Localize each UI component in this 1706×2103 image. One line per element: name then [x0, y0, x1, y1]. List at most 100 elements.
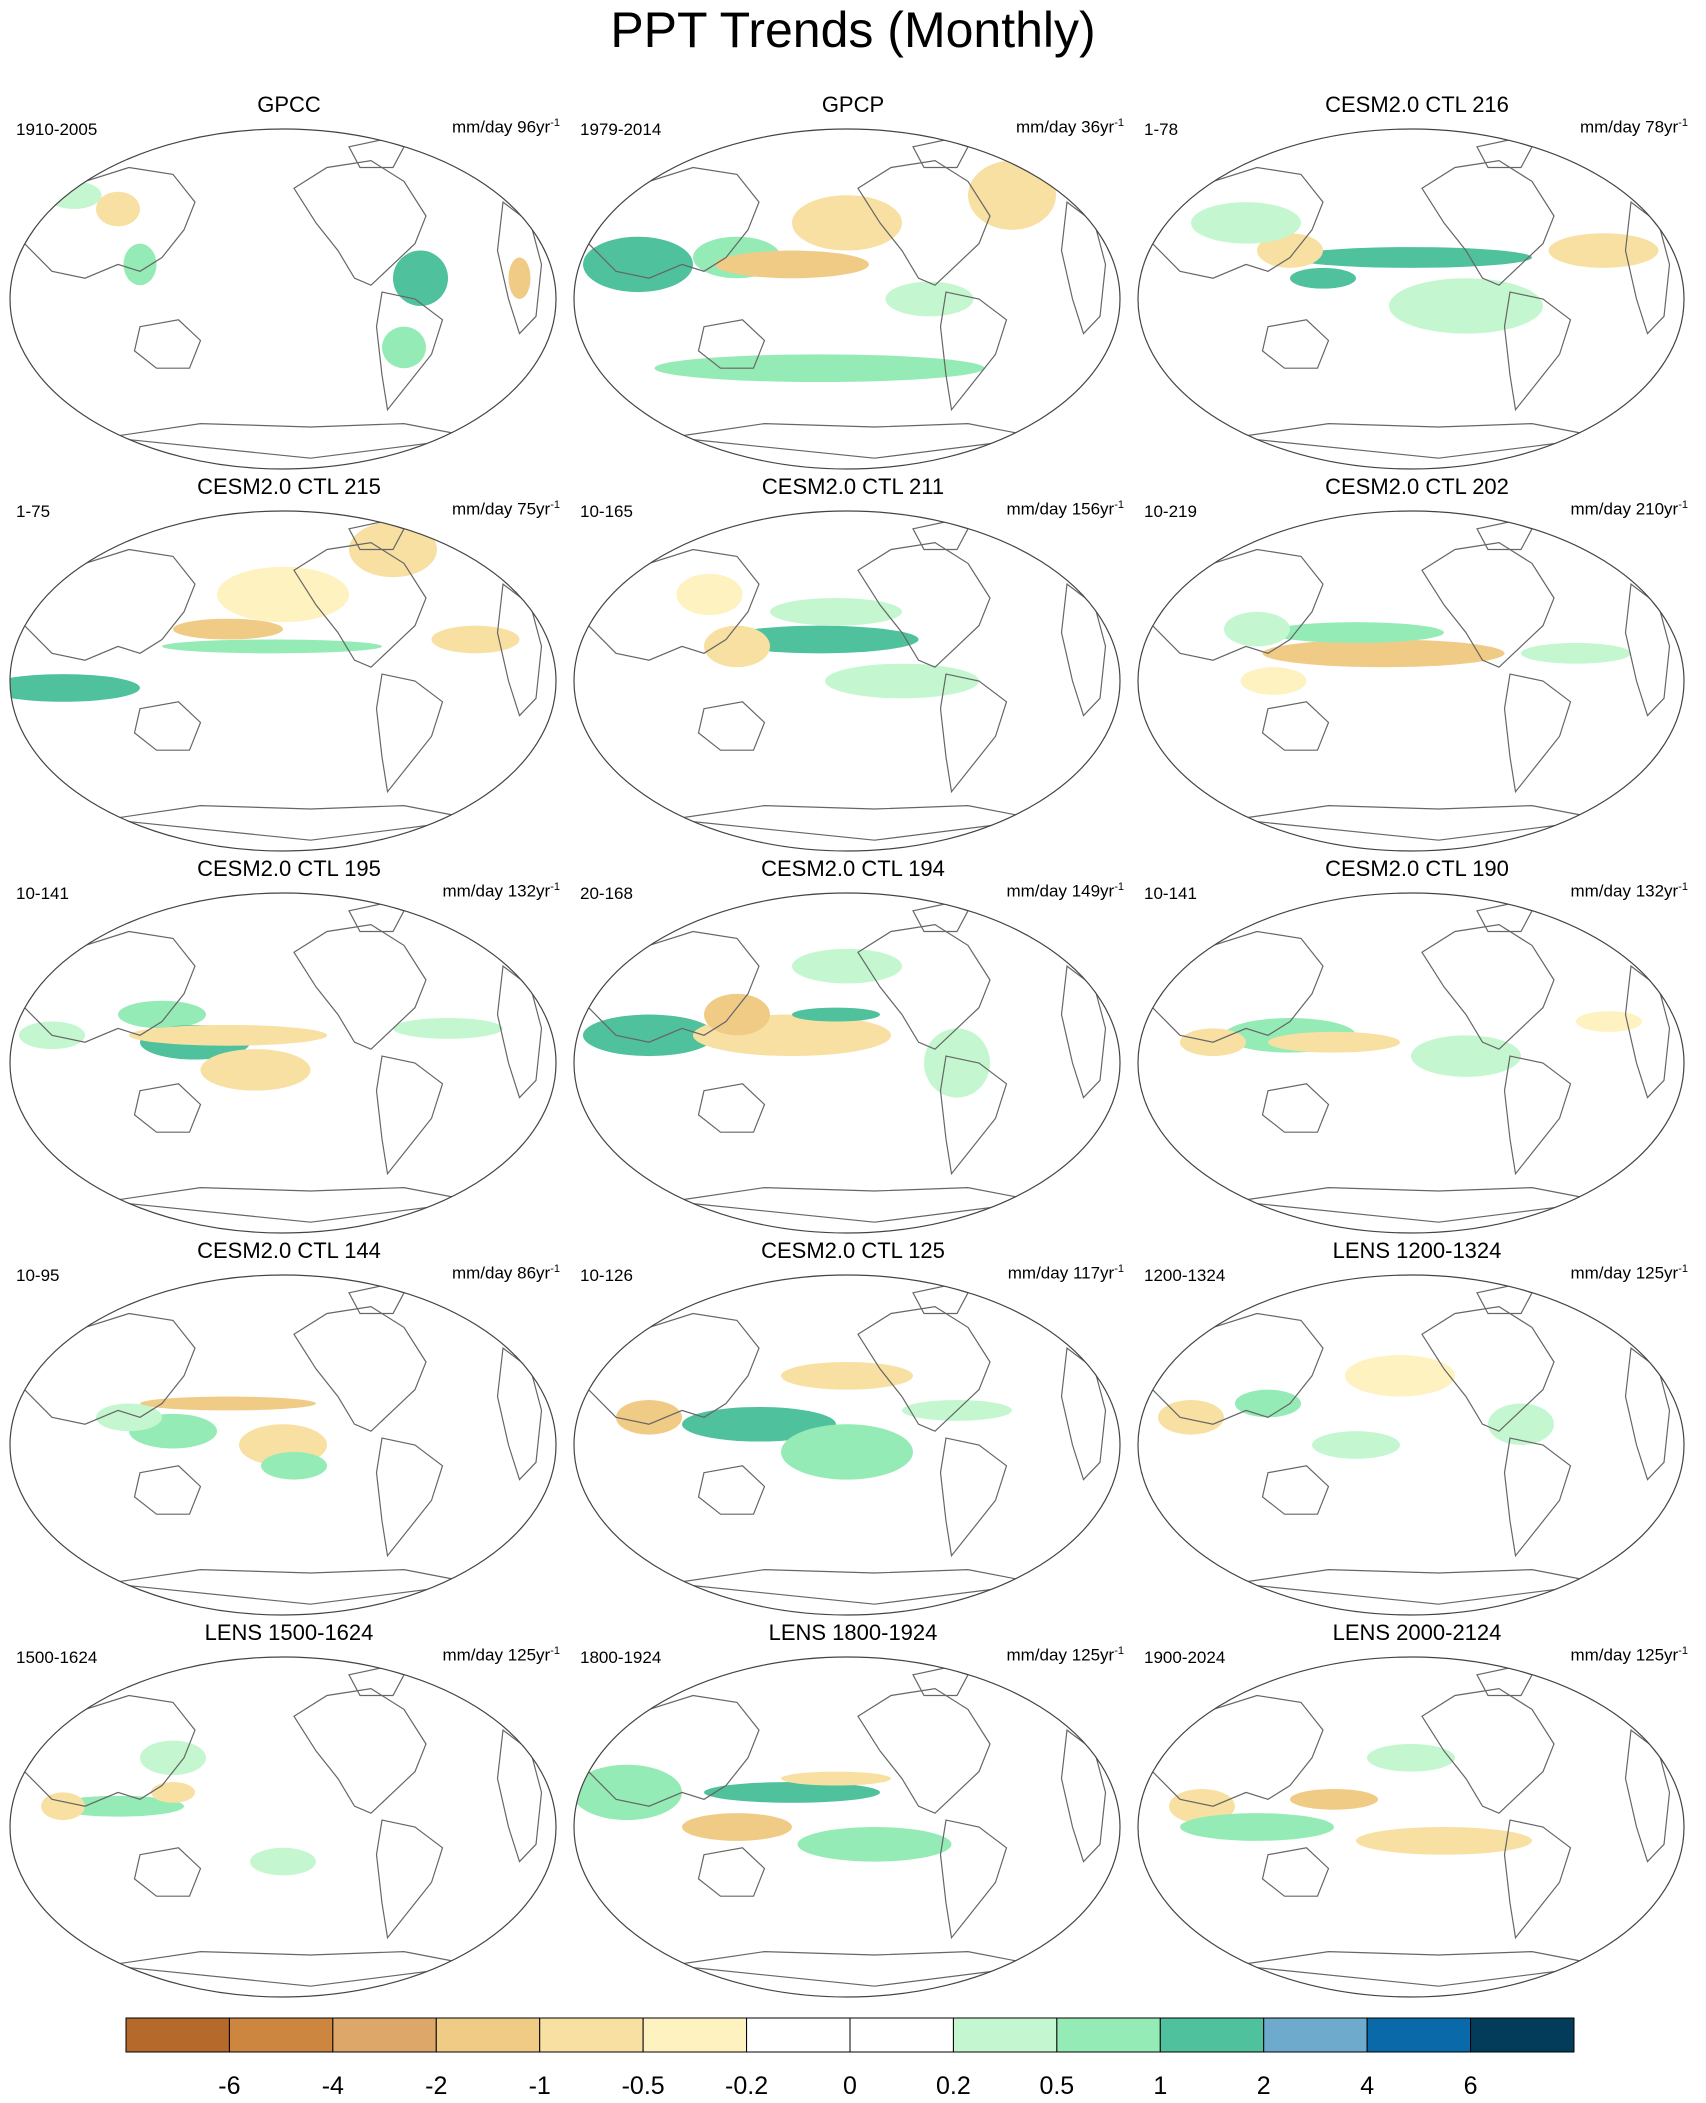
- units-text: mm/day: [1570, 881, 1631, 901]
- coastline: [106, 804, 476, 841]
- panel-period: 1979-2014: [580, 120, 662, 139]
- trend-shading: [781, 1771, 891, 1786]
- panel-units: mm/day 132yr-1: [1570, 881, 1688, 902]
- trend-length: 36yr: [1081, 117, 1115, 137]
- map-plot: [573, 510, 1121, 852]
- trend-shading: [1488, 1403, 1554, 1445]
- coastline: [1503, 1437, 1572, 1558]
- panel-title: CESM2.0 CTL 216: [1325, 92, 1509, 117]
- trend-shading: [96, 191, 140, 227]
- coastline: [857, 923, 991, 1050]
- panel-units: mm/day 210yr-1: [1570, 499, 1688, 520]
- coastline: [1503, 291, 1572, 412]
- trend-exponent: -1: [1114, 1645, 1124, 1657]
- panel-title: CESM2.0 CTL 125: [761, 1238, 945, 1263]
- trend-length: 125yr: [507, 1645, 551, 1665]
- panel-title: LENS 2000-2124: [1332, 1620, 1502, 1645]
- trend-exponent: -1: [1678, 881, 1688, 893]
- trend-shading: [393, 250, 448, 306]
- coastline: [1421, 1687, 1555, 1814]
- trend-shading: [1521, 642, 1631, 664]
- coastline: [293, 541, 427, 668]
- map-border: [1137, 128, 1685, 470]
- colorbar-tick-label: 1: [1153, 2072, 1168, 2100]
- trend-shading: [96, 1403, 162, 1432]
- map-border: [573, 892, 1121, 1234]
- panel-units: mm/day 125yr-1: [442, 1645, 560, 1666]
- coastline: [1261, 1083, 1330, 1133]
- trend-shading: [1345, 1355, 1455, 1397]
- map-panel: LENS 1200-1324 1200-1324 mm/day 125yr-1: [1136, 1238, 1698, 1616]
- coastline: [857, 159, 991, 286]
- map-border: [573, 510, 1121, 852]
- coastline: [1234, 1186, 1604, 1223]
- trend-length: 125yr: [1635, 1645, 1679, 1665]
- coastline: [1476, 1285, 1533, 1315]
- trend-length: 125yr: [1071, 1645, 1115, 1665]
- units-text: mm/day: [1006, 499, 1067, 519]
- panel-title: CESM2.0 CTL 190: [1325, 856, 1509, 881]
- trend-shading: [173, 618, 283, 640]
- trend-shading: [1224, 611, 1290, 647]
- panel-units: mm/day 125yr-1: [1570, 1645, 1688, 1666]
- coastline: [697, 319, 766, 369]
- trend-exponent: -1: [1678, 1263, 1688, 1275]
- panel-units: mm/day 86yr-1: [452, 1263, 560, 1284]
- coastline: [1476, 1667, 1533, 1697]
- coastline: [670, 804, 1040, 841]
- panel-units: mm/day 149yr-1: [1006, 881, 1124, 902]
- panel-units: mm/day 117yr-1: [1008, 1263, 1124, 1284]
- trend-shading: [583, 1014, 715, 1057]
- trend-shading: [885, 281, 974, 317]
- colorbar-tick-label: 0.2: [936, 2072, 971, 2100]
- map-border: [573, 1274, 1121, 1616]
- coastline: [348, 1285, 405, 1315]
- units-text: mm/day: [442, 881, 503, 901]
- coastline: [670, 422, 1040, 459]
- coastline: [348, 1667, 405, 1697]
- coastline: [348, 521, 405, 551]
- colorbar-swatch: [1366, 2017, 1472, 2053]
- units-text: mm/day: [442, 1645, 503, 1665]
- map-plot: [573, 1656, 1121, 1998]
- trend-shading: [792, 1007, 880, 1022]
- panel-period: 1800-1924: [580, 1648, 662, 1667]
- map-plot: [9, 128, 557, 470]
- coastline: [697, 1847, 766, 1897]
- coastline: [133, 1847, 202, 1897]
- map-panel: CESM2.0 CTL 215 1-75 mm/day 75yr-1: [8, 474, 570, 852]
- colorbar-tick-label: -2: [425, 2072, 448, 2100]
- panel-period: 10-141: [16, 884, 69, 903]
- coastline: [375, 291, 444, 412]
- trend-shading: [797, 1827, 952, 1862]
- trend-exponent: -1: [1114, 499, 1124, 511]
- trend-shading: [217, 566, 349, 623]
- map-panel: GPCP 1979-2014 mm/day 36yr-1: [572, 92, 1134, 470]
- trend-shading: [968, 160, 1056, 230]
- trend-exponent: -1: [1114, 1263, 1124, 1275]
- trend-shading: [1262, 639, 1505, 668]
- trend-length: 125yr: [1635, 1263, 1679, 1283]
- map-panel: CESM2.0 CTL 211 10-165 mm/day 156yr-1: [572, 474, 1134, 852]
- coastline: [670, 1950, 1040, 1987]
- colorbar-tick-label: 0.5: [1039, 2072, 1075, 2100]
- colorbar-swatch: [435, 2017, 541, 2053]
- panel-period: 1-75: [16, 502, 51, 521]
- panel-units: mm/day 125yr-1: [1006, 1645, 1124, 1666]
- coastline: [375, 1055, 444, 1176]
- units-text: mm/day: [1579, 117, 1641, 137]
- map-plot: [1137, 128, 1685, 470]
- coastline: [857, 541, 991, 668]
- coastline: [697, 1083, 766, 1133]
- panel-period: 1500-1624: [16, 1648, 98, 1667]
- trend-shading: [574, 1764, 682, 1821]
- coastline: [1261, 319, 1330, 369]
- colorbar-tick-label: -1: [528, 2072, 551, 2100]
- colorbar-tick-label: -6: [218, 2072, 241, 2100]
- coastline: [1234, 804, 1604, 841]
- panel-period: 10-126: [580, 1266, 633, 1285]
- map-border: [9, 128, 557, 470]
- map-panel: LENS 2000-2124 1900-2024 mm/day 125yr-1: [1136, 1620, 1698, 1998]
- panel-title: LENS 1200-1324: [1332, 1238, 1502, 1263]
